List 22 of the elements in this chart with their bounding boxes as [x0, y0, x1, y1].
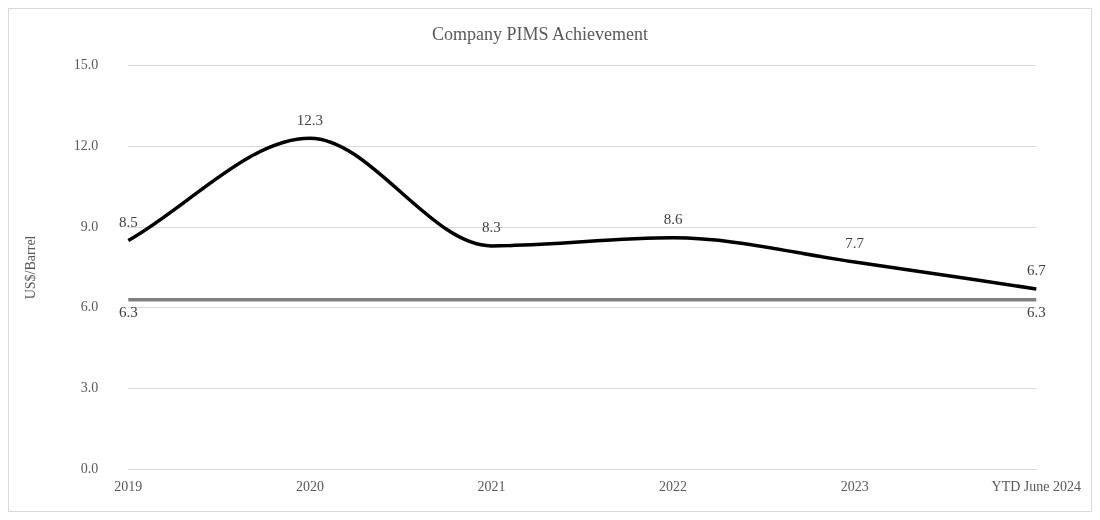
y-tick-label: 15.0 [73, 57, 99, 73]
x-tick-label: 2023 [840, 479, 869, 495]
data-label: 8.5 [118, 213, 138, 230]
y-tick-label: 12.0 [73, 137, 99, 153]
data-label: 7.7 [845, 235, 865, 252]
y-tick-label: 6.0 [80, 299, 99, 315]
x-tick-label: 2020 [295, 479, 324, 495]
y-tick-label: 3.0 [80, 380, 99, 396]
y-axis-title: US$/Barrel [23, 235, 39, 300]
chart-title: Company PIMS Achievement [432, 23, 648, 44]
data-label: 12.3 [296, 111, 324, 128]
data-label: 8.3 [482, 219, 501, 236]
y-tick-label: 0.0 [80, 460, 99, 476]
x-tick-label: YTD June 2024 [991, 479, 1081, 495]
data-label: 6.3 [118, 304, 138, 321]
x-tick-label: 2022 [659, 479, 688, 495]
data-label: 8.6 [663, 211, 683, 228]
y-tick-label: 9.0 [80, 218, 99, 234]
x-tick-label: 2021 [477, 479, 506, 495]
data-label: 6.7 [1026, 262, 1047, 279]
x-tick-label: 2019 [114, 479, 143, 495]
data-label: 6.3 [1026, 304, 1046, 321]
